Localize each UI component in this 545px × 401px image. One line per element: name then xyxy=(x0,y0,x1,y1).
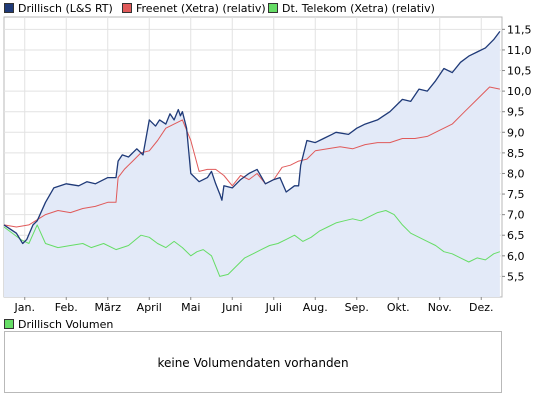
y-tick-label-5: 8,0 xyxy=(507,167,525,180)
x-tick-label-8: Sep. xyxy=(345,301,369,314)
x-tick-label-6: Juli xyxy=(265,301,282,314)
legend-label-telekom: Dt. Telekom (Xetra) (relativ) xyxy=(282,2,435,15)
volume-legend-swatch xyxy=(4,319,14,329)
drillisch-area xyxy=(4,31,500,298)
chart-legend: Drillisch (L&S RT) Freenet (Xetra) (rela… xyxy=(0,0,545,17)
drillisch-line xyxy=(3,31,501,245)
legend-item-freenet: Freenet (Xetra) (relativ) xyxy=(122,2,266,15)
y-tick-label-8: 9,5 xyxy=(507,106,525,119)
telekom-line xyxy=(3,210,501,277)
legend-label-drillisch: Drillisch (L&S RT) xyxy=(18,2,113,15)
y-tick-label-4: 7,5 xyxy=(507,188,525,201)
x-tick-label-10: Nov. xyxy=(428,301,452,314)
y-tick-label-9: 10,0 xyxy=(507,85,532,98)
legend-swatch-drillisch xyxy=(4,3,14,13)
legend-swatch-freenet xyxy=(122,3,132,13)
y-tick-label-3: 7,0 xyxy=(507,209,525,222)
y-tick-label-1: 6,0 xyxy=(507,250,525,263)
x-tick-label-4: Mai xyxy=(181,301,200,314)
volume-panel: keine Volumendaten vorhanden xyxy=(4,331,502,393)
area-fill xyxy=(4,31,500,298)
price-chart: 5,5 6,0 6,5 7,0 7,5 8,0 8,5 9,0 9,5 10,0 10,5 11,0 1… xyxy=(3,16,532,314)
y-tick-label-6: 8,5 xyxy=(507,147,525,160)
x-tick-label-9: Okt. xyxy=(387,301,410,314)
x-tick-label-1: Feb. xyxy=(55,301,78,314)
legend-label-freenet: Freenet (Xetra) (relativ) xyxy=(136,2,266,15)
x-tick-label-11: Dez. xyxy=(469,301,494,314)
x-tick-label-3: April xyxy=(137,301,162,314)
volume-legend: Drillisch Volumen xyxy=(4,318,113,331)
legend-item-telekom: Dt. Telekom (Xetra) (relativ) xyxy=(268,2,435,15)
y-tick-label-2: 6,5 xyxy=(507,229,525,242)
x-tick-label-2: März xyxy=(94,301,121,314)
legend-item-drillisch: Drillisch (L&S RT) xyxy=(4,2,113,15)
y-tick-label-12: 11,5 xyxy=(507,23,532,36)
y-tick-label-10: 10,5 xyxy=(507,65,532,78)
y-tick-label-11: 11,0 xyxy=(507,44,532,57)
y-axis-ticks: 5,5 6,0 6,5 7,0 7,5 8,0 8,5 9,0 9,5 10,0 10,5 11,0 1… xyxy=(502,23,532,283)
series-lines xyxy=(3,31,501,277)
legend-swatch-telekom xyxy=(268,3,278,13)
volume-legend-label: Drillisch Volumen xyxy=(18,318,114,331)
x-tick-label-7: Aug. xyxy=(303,301,328,314)
volume-message: keine Volumendaten vorhanden xyxy=(157,356,349,370)
x-tick-label-0: Jan. xyxy=(14,301,35,314)
x-axis-ticks: Jan. Feb. März April Mai Juni Juli Aug. Sep. Okt.… xyxy=(14,297,494,314)
freenet-line xyxy=(3,86,500,228)
y-tick-label-7: 9,0 xyxy=(507,126,525,139)
y-tick-label-0: 5,5 xyxy=(507,270,525,283)
x-tick-label-5: Juni xyxy=(221,301,242,314)
